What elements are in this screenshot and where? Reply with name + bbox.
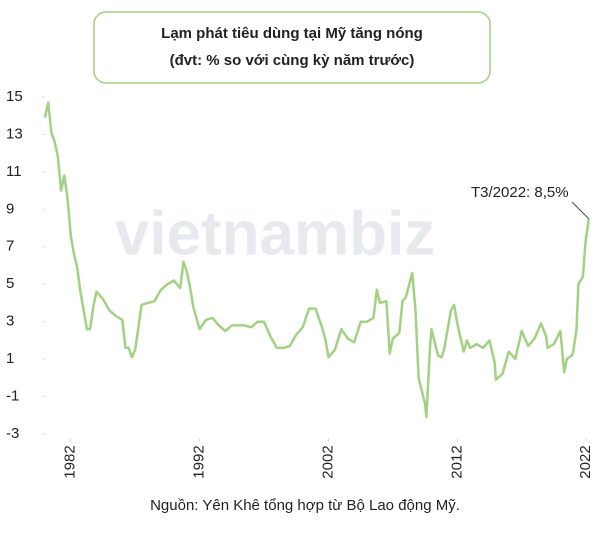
y-tick-label: 5 xyxy=(6,275,14,292)
line xyxy=(43,101,590,419)
x-tick-label: 2022 xyxy=(577,445,594,478)
y-tick-label: 13 xyxy=(6,125,23,142)
source: Nguồn: Yên Khê tổng hợp từ Bộ Lao động M… xyxy=(150,497,460,514)
annotation-leader xyxy=(571,201,590,220)
x-tick-label: 2002 xyxy=(319,445,336,478)
x-tick-label: 2012 xyxy=(448,445,465,478)
title-box xyxy=(93,11,491,84)
x-tick-label: 1992 xyxy=(191,445,208,478)
chart-subtitle: (đvt: % so với cùng kỳ năm trước) xyxy=(170,52,415,69)
y-tick-label: 1 xyxy=(6,350,14,367)
chart-title: Lạm phát tiêu dùng tại Mỹ tăng nóng xyxy=(161,25,423,42)
watermark: vietnambiz xyxy=(115,199,435,268)
y-tick-label: 3 xyxy=(6,313,14,330)
y-tick-label: 11 xyxy=(6,163,22,180)
y-tick-label: -3 xyxy=(6,425,19,442)
y-tick-label: 15 xyxy=(6,88,23,105)
x-tick-label: 1982 xyxy=(62,445,79,478)
annotation: T3/2022: 8,5% xyxy=(471,184,569,201)
y-tick-label: 9 xyxy=(6,200,14,217)
y-tick-label: 7 xyxy=(6,238,14,255)
y-tick-label: -1 xyxy=(6,388,19,405)
